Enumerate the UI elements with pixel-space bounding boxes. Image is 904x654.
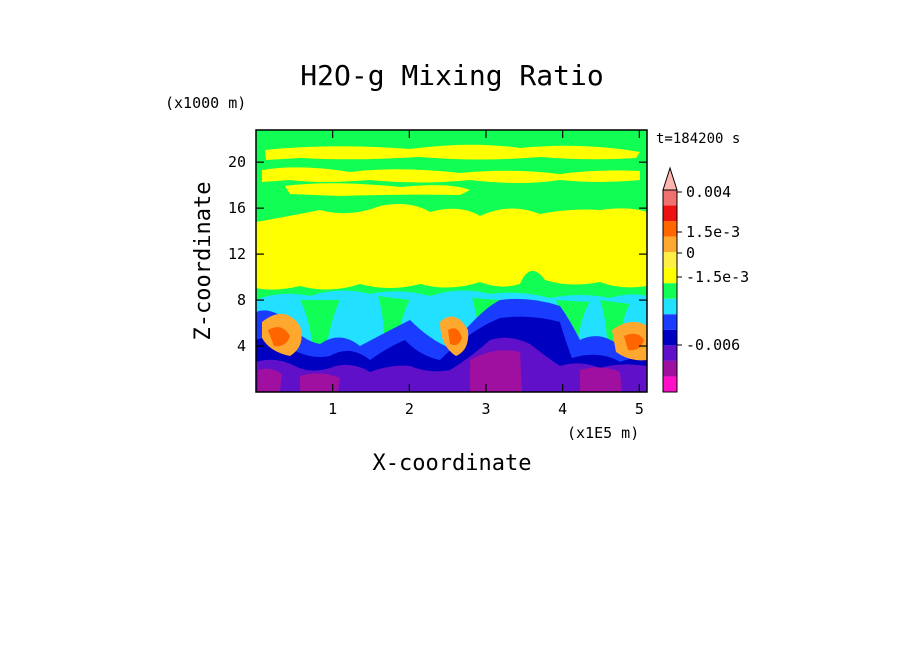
plot-area	[256, 130, 647, 392]
y-tick-label: 20	[228, 153, 246, 171]
y-tick-label: 8	[237, 291, 246, 309]
colorbar-swatch	[663, 329, 677, 346]
colorbar: 0.004 1.5e-3 0 -1.5e-3 -0.006	[662, 166, 749, 393]
x-unit-label: (x1E5 m)	[567, 424, 639, 442]
colorbar-swatch	[663, 205, 677, 222]
y-tick-label: 12	[228, 245, 246, 263]
time-label: t=184200 s	[656, 131, 740, 147]
colorbar-swatch	[663, 236, 677, 253]
colorbar-swatch	[663, 190, 677, 206]
colorbar-swatch	[663, 376, 677, 392]
chart-title: H2O-g Mixing Ratio	[300, 59, 603, 92]
colorbar-label: 0	[686, 244, 695, 262]
band-middle-yellow	[256, 204, 647, 290]
colorbar-swatch	[663, 298, 677, 315]
colorbar-label: 1.5e-3	[686, 223, 740, 241]
band-purple	[256, 337, 647, 392]
colorbar-swatch	[663, 283, 677, 299]
band-yellow-blob	[285, 183, 470, 196]
band-yellow-strip-2	[262, 167, 640, 183]
x-tick-label: 3	[481, 400, 490, 418]
colorbar-label: -1.5e-3	[686, 268, 749, 286]
y-tick-label: 16	[228, 199, 246, 217]
y-axis-label: Z-coordinate	[191, 182, 216, 341]
colorbar-label: -0.006	[686, 336, 740, 354]
colorbar-swatch	[663, 267, 677, 284]
y-axis: 4 8 12 16 20	[228, 153, 647, 355]
plot-frame	[255, 129, 648, 393]
band-magenta	[258, 350, 622, 392]
colorbar-swatch	[663, 345, 677, 361]
x-tick-label: 1	[328, 400, 337, 418]
x-tick-label: 5	[635, 400, 644, 418]
band-red-cores	[268, 327, 644, 351]
band-top-yellow-strip	[265, 144, 640, 160]
x-axis-label: X-coordinate	[373, 451, 532, 476]
x-tick-label: 2	[405, 400, 414, 418]
x-axis: 1 2 3 4 5	[328, 130, 644, 418]
x-tick-label: 4	[558, 400, 567, 418]
colorbar-swatch	[663, 221, 677, 237]
colorbar-swatch	[663, 360, 677, 377]
y-tick-label: 4	[237, 337, 246, 355]
colorbar-swatch	[663, 252, 677, 268]
band-green-tongues	[300, 296, 630, 372]
colorbar-arrow	[662, 166, 678, 191]
colorbar-label: 0.004	[686, 183, 731, 201]
colorbar-swatch	[663, 314, 677, 330]
colorbar-frame	[662, 189, 678, 393]
y-unit-label: (x1000 m)	[165, 94, 246, 112]
